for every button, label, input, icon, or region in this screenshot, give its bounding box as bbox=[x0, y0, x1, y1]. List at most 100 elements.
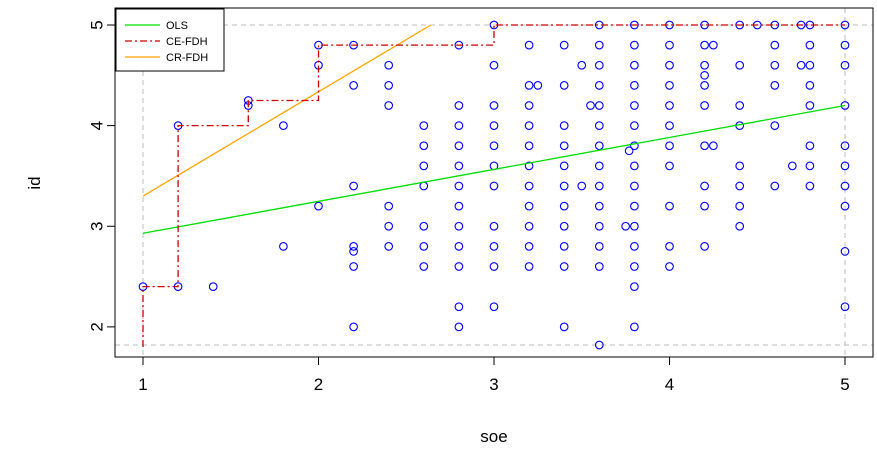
data-point bbox=[770, 40, 780, 50]
data-point bbox=[384, 242, 394, 251]
data-point bbox=[577, 60, 587, 70]
data-point bbox=[624, 146, 634, 156]
x-axis-label: soe bbox=[480, 427, 507, 446]
data-point bbox=[594, 161, 604, 171]
data-point bbox=[700, 101, 709, 110]
data-point bbox=[524, 201, 534, 211]
data-point bbox=[384, 221, 394, 231]
data-point bbox=[630, 221, 639, 231]
legend-label: CR-FDH bbox=[166, 52, 208, 64]
x-tick-label: 1 bbox=[138, 375, 147, 394]
data-point bbox=[524, 221, 534, 231]
data-point bbox=[454, 201, 464, 211]
legend: OLS CE-FDH CR-FDH bbox=[115, 8, 225, 72]
y-tick-label: 4 bbox=[88, 121, 107, 130]
legend-label: CE-FDH bbox=[166, 36, 208, 48]
data-point bbox=[524, 101, 534, 110]
y-axis-label: id bbox=[25, 176, 44, 189]
data-point bbox=[524, 141, 534, 151]
data-point bbox=[524, 81, 534, 90]
data-point bbox=[630, 60, 639, 70]
y-tick-label: 3 bbox=[88, 222, 107, 231]
data-point bbox=[700, 201, 709, 211]
data-point bbox=[349, 81, 358, 90]
data-point bbox=[735, 181, 745, 191]
data-point bbox=[630, 40, 639, 50]
data-point bbox=[349, 262, 358, 271]
data-point bbox=[559, 262, 569, 271]
data-point bbox=[524, 161, 534, 171]
data-point bbox=[594, 121, 604, 130]
data-point bbox=[524, 121, 534, 130]
data-point bbox=[840, 141, 850, 151]
data-point bbox=[665, 40, 674, 50]
ols-line bbox=[142, 104, 846, 234]
data-point bbox=[770, 81, 780, 90]
data-point bbox=[805, 101, 815, 110]
data-point bbox=[700, 60, 709, 70]
data-point bbox=[419, 121, 429, 130]
data-point bbox=[805, 81, 815, 90]
data-point bbox=[594, 101, 604, 110]
data-point bbox=[805, 60, 815, 70]
x-tick-label: 4 bbox=[665, 375, 674, 394]
data-point bbox=[840, 40, 850, 50]
data-point bbox=[594, 242, 604, 251]
data-point bbox=[586, 101, 595, 110]
data-point bbox=[489, 60, 499, 70]
data-point bbox=[419, 221, 429, 231]
data-point bbox=[665, 141, 674, 151]
data-point bbox=[314, 201, 323, 211]
data-point bbox=[454, 161, 464, 171]
data-point bbox=[665, 60, 674, 70]
data-point bbox=[559, 242, 569, 251]
data-point bbox=[419, 161, 429, 171]
data-point bbox=[770, 121, 780, 130]
data-point bbox=[533, 81, 543, 90]
x-axis: 1 2 3 4 5 bbox=[138, 356, 850, 394]
data-point bbox=[279, 242, 288, 251]
data-point bbox=[489, 221, 499, 231]
data-point bbox=[594, 141, 604, 151]
data-point bbox=[419, 242, 429, 251]
data-point bbox=[630, 20, 639, 30]
data-point bbox=[630, 101, 639, 110]
data-point bbox=[524, 242, 534, 251]
data-point bbox=[840, 302, 850, 312]
cr-fdh-line bbox=[142, 24, 432, 197]
x-tick-label: 5 bbox=[840, 375, 849, 394]
data-point bbox=[559, 221, 569, 231]
data-point bbox=[709, 40, 718, 50]
data-point bbox=[559, 161, 569, 171]
data-point bbox=[559, 322, 569, 332]
data-point bbox=[805, 40, 815, 50]
data-point bbox=[384, 201, 394, 211]
data-point bbox=[665, 101, 674, 110]
data-point bbox=[559, 40, 569, 50]
data-point bbox=[630, 201, 639, 211]
data-point bbox=[665, 201, 674, 211]
x-tick-label: 2 bbox=[314, 375, 323, 394]
data-point bbox=[770, 60, 780, 70]
data-point bbox=[594, 340, 604, 350]
y-axis: 2 3 4 5 bbox=[88, 20, 116, 332]
data-point bbox=[384, 101, 394, 110]
data-point bbox=[489, 242, 499, 251]
data-point bbox=[419, 181, 429, 191]
data-point bbox=[559, 201, 569, 211]
data-point bbox=[454, 262, 464, 271]
data-point bbox=[840, 201, 850, 211]
data-point bbox=[454, 322, 464, 332]
data-point bbox=[419, 262, 429, 271]
data-point bbox=[454, 242, 464, 251]
data-point bbox=[630, 141, 639, 151]
data-point bbox=[594, 181, 604, 191]
data-point bbox=[700, 181, 709, 191]
data-point bbox=[559, 81, 569, 90]
data-point bbox=[577, 181, 587, 191]
x-tick-label: 3 bbox=[489, 375, 498, 394]
data-point bbox=[735, 161, 745, 171]
data-point bbox=[630, 121, 639, 130]
ce-fdh-step-line bbox=[142, 24, 845, 347]
data-point bbox=[630, 242, 639, 251]
